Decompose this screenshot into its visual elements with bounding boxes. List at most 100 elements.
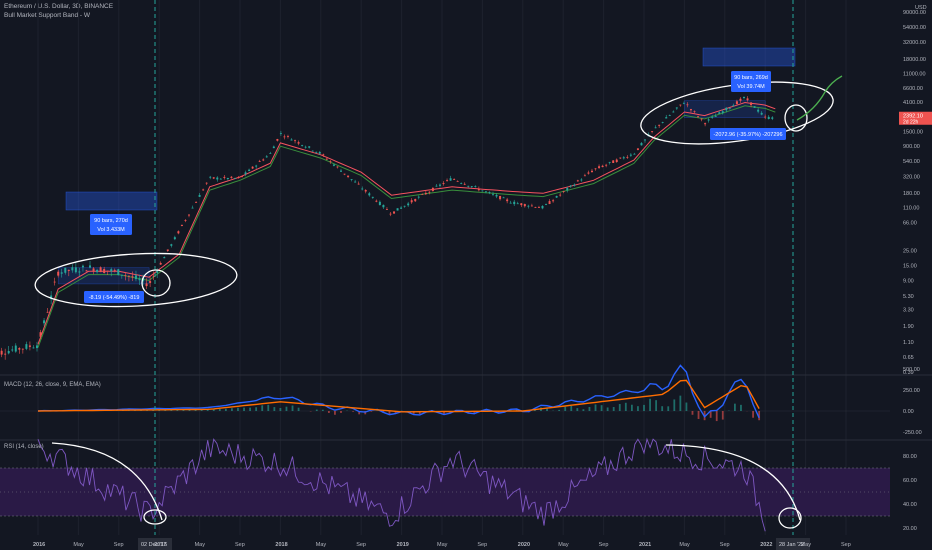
rsi-line bbox=[37, 437, 766, 532]
candle bbox=[746, 98, 749, 101]
cycle2-measure: Vol 39.74M bbox=[737, 84, 765, 90]
rsi-curve-2 bbox=[665, 444, 801, 521]
candle bbox=[301, 145, 304, 146]
candle bbox=[760, 112, 763, 115]
candle bbox=[477, 188, 480, 191]
grid bbox=[37, 0, 847, 535]
candle bbox=[244, 172, 247, 175]
candle bbox=[223, 176, 226, 178]
candle bbox=[198, 194, 201, 197]
macd-histogram-bar bbox=[237, 407, 239, 411]
candle bbox=[85, 270, 88, 272]
macd-histogram-bar bbox=[321, 409, 324, 411]
candle bbox=[127, 275, 130, 277]
candle bbox=[435, 185, 438, 187]
time-tick-label: Sep bbox=[841, 542, 851, 548]
measure-boxes bbox=[57, 47, 796, 285]
candle bbox=[332, 164, 335, 166]
macd-histogram-bar bbox=[224, 408, 227, 411]
candle bbox=[682, 103, 685, 105]
candle bbox=[545, 204, 548, 205]
price-tick-label: 18000.00 bbox=[903, 57, 926, 63]
candle bbox=[742, 96, 745, 98]
candle bbox=[470, 186, 473, 187]
rsi-tick-label: 20.00 bbox=[903, 526, 917, 532]
candle bbox=[711, 116, 714, 118]
time-tick-label: 2017 bbox=[154, 542, 166, 548]
candle bbox=[180, 224, 183, 226]
candle bbox=[495, 194, 498, 197]
candle bbox=[53, 281, 56, 283]
price-tick-label: 110.00 bbox=[903, 206, 919, 212]
candle bbox=[152, 275, 155, 277]
macd-pane bbox=[0, 364, 890, 422]
macd-histogram-bar bbox=[297, 407, 300, 411]
candle bbox=[403, 205, 406, 207]
candle bbox=[569, 185, 572, 187]
candle bbox=[131, 276, 134, 278]
rsi-circle-1 bbox=[143, 509, 167, 525]
time-tick-label: May bbox=[437, 542, 448, 548]
candle bbox=[587, 172, 590, 174]
macd-histogram-bar bbox=[327, 411, 330, 413]
candle bbox=[255, 165, 258, 167]
macd-histogram-bar bbox=[752, 411, 754, 418]
candle bbox=[580, 179, 583, 181]
cycle1-change-bg bbox=[84, 291, 144, 303]
candle bbox=[562, 191, 565, 192]
time-tick-label: 2018 bbox=[275, 542, 287, 548]
candle bbox=[728, 107, 731, 109]
candle bbox=[619, 157, 622, 159]
candle bbox=[219, 178, 222, 180]
macd-histogram-bar bbox=[231, 408, 233, 411]
candle bbox=[46, 311, 49, 313]
price-tick-label: 90000.00 bbox=[903, 10, 926, 16]
pane-labels: MACD (12, 26, close, 9, EMA, EMA) RSI (14… bbox=[4, 382, 101, 450]
candle bbox=[410, 200, 413, 203]
macd-tick-label: -250.00 bbox=[903, 430, 922, 436]
countdown: 2d 22h bbox=[903, 119, 919, 125]
macd-histogram-bar bbox=[618, 404, 621, 411]
candle bbox=[612, 160, 615, 163]
candle bbox=[78, 271, 81, 273]
time-tick-label: 2019 bbox=[397, 542, 409, 548]
candle bbox=[488, 192, 491, 193]
time-tick-label: 2021 bbox=[639, 542, 651, 548]
date-marker: 28 Jan '22 bbox=[779, 542, 804, 548]
candle bbox=[64, 267, 67, 273]
candle bbox=[251, 166, 254, 169]
macd-histogram-bar bbox=[570, 405, 573, 411]
candle bbox=[771, 117, 774, 119]
macd-histogram-bar bbox=[418, 411, 421, 415]
candle bbox=[195, 202, 198, 203]
candle bbox=[654, 127, 657, 129]
macd-histogram-bar bbox=[255, 407, 258, 411]
macd-histogram-bar bbox=[715, 411, 718, 422]
time-tick-label: 2020 bbox=[518, 542, 530, 548]
projection-line bbox=[796, 75, 843, 121]
macd-histogram-bar bbox=[315, 409, 318, 411]
price-tick-label: 900.00 bbox=[903, 144, 920, 150]
candle bbox=[672, 111, 675, 113]
cycle2-small-circle bbox=[784, 104, 808, 132]
price-tick-label: 0.65 bbox=[903, 355, 914, 361]
cycle2-change-bg bbox=[710, 128, 786, 140]
candle bbox=[357, 183, 360, 185]
candle bbox=[191, 207, 194, 209]
candle bbox=[615, 159, 618, 163]
time-tick-label: Sep bbox=[114, 542, 124, 548]
macd-histogram-bar bbox=[515, 408, 518, 411]
candle bbox=[163, 257, 166, 259]
candle bbox=[138, 278, 141, 281]
price-tick-label: 180.00 bbox=[903, 191, 920, 197]
candle bbox=[725, 107, 728, 111]
candle bbox=[173, 237, 176, 240]
candle bbox=[159, 262, 162, 265]
candle bbox=[704, 123, 707, 125]
macd-histogram-bar bbox=[564, 406, 567, 411]
cycle1-change: -8.19 (-54.49%) -819 bbox=[89, 295, 140, 301]
rsi-tick-label: 60.00 bbox=[903, 478, 917, 484]
candle bbox=[559, 194, 562, 196]
candle bbox=[442, 183, 445, 184]
